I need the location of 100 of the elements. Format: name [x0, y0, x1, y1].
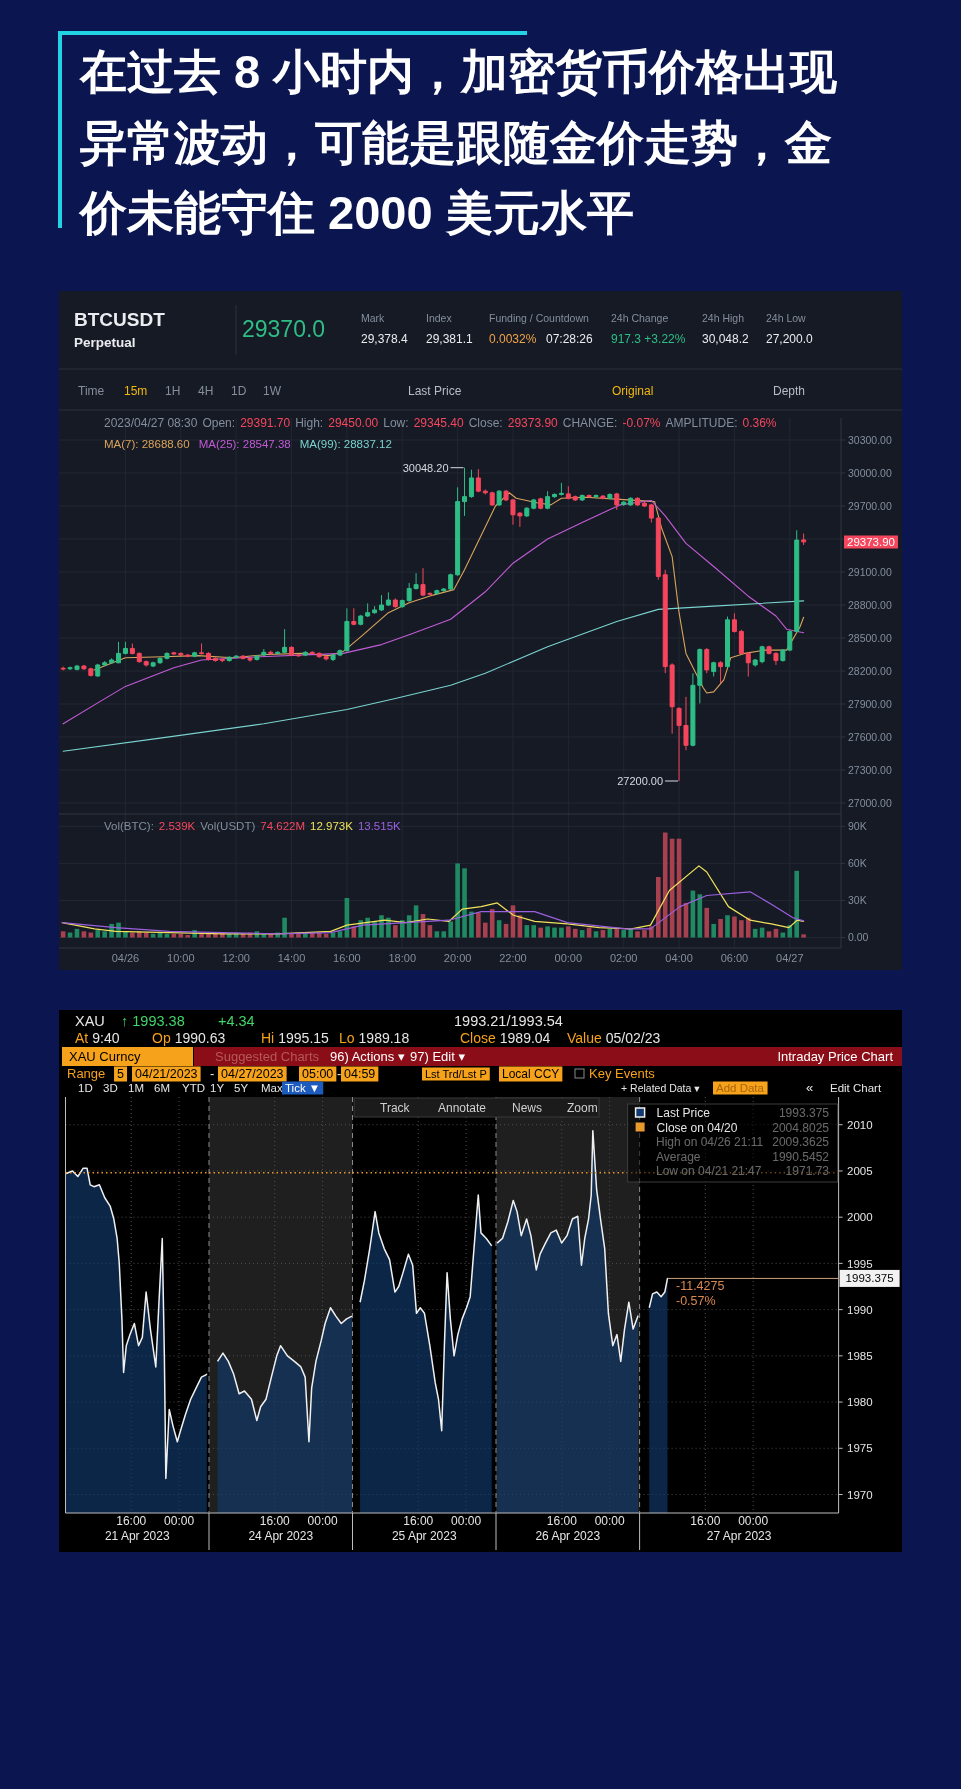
text: 15m: [124, 384, 148, 398]
text: 24h Change: [611, 312, 669, 324]
line-series: [62, 499, 805, 725]
bar: [794, 870, 800, 938]
x-tick-label: 04:00: [665, 952, 693, 964]
x-tick-label: 16:00: [546, 1514, 578, 1528]
bar: [462, 868, 467, 938]
x-tick-label: 16:00: [333, 952, 361, 964]
annotation: Low on 04/21 21:47: [656, 1164, 762, 1178]
bar: [268, 933, 274, 938]
bar: [725, 915, 730, 938]
bar: [240, 933, 246, 938]
text: 29,378.4: [361, 332, 409, 346]
y-tick-label: 28200.00: [848, 664, 892, 677]
x-tick-label: 16:00: [116, 1514, 147, 1528]
annotation: High:: [295, 416, 324, 430]
bar: [434, 931, 440, 938]
candlestick: [378, 594, 384, 612]
bar: [711, 923, 716, 938]
bar: [732, 916, 737, 938]
text: Index: [426, 312, 453, 324]
bar: [95, 930, 101, 938]
text: 29,381.1: [426, 332, 474, 346]
text: 29370.0: [242, 316, 326, 342]
annotation: 2023/04/27 08:30: [104, 416, 198, 430]
candlestick: [372, 605, 378, 615]
candlestick: [192, 651, 198, 658]
bar: [773, 928, 779, 938]
annotation: 29345.40: [413, 416, 464, 430]
y-tick-label: 30K: [848, 894, 867, 907]
text: Lst Trd/Lst P: [425, 1068, 487, 1080]
candlestick: [621, 500, 627, 507]
text: Key Events: [589, 1066, 656, 1081]
candlestick: [455, 486, 461, 577]
candlestick: [704, 647, 710, 674]
text: 1Y: [210, 1082, 225, 1094]
candlestick: [552, 492, 557, 499]
x-axis-title: 21 Apr 2023: [104, 1529, 170, 1543]
candlestick: [199, 643, 205, 655]
line-series: [62, 600, 805, 752]
annotation: News: [512, 1101, 543, 1115]
text: BTCUSDT: [74, 309, 166, 330]
text: 1993.21/1993.54: [454, 1013, 563, 1029]
annotation: 29450.00: [328, 416, 379, 430]
x-tick-label: 00:00: [554, 952, 583, 964]
legend-label: Close on 04/20: [656, 1120, 738, 1135]
text: + Related Data ▾: [621, 1082, 701, 1094]
x-tick-label: 02:00: [609, 952, 638, 964]
candlestick: [489, 491, 495, 507]
annotation: High on 04/26 21:11: [656, 1135, 764, 1149]
bar: [552, 927, 557, 938]
y-tick-label: 1975: [847, 1442, 873, 1455]
text: 04:59: [344, 1067, 376, 1081]
y-tick-label: 2000: [847, 1211, 873, 1224]
text: 5: [117, 1067, 125, 1081]
text: Last Price: [408, 384, 462, 398]
candlestick: [95, 663, 101, 678]
annotation: 1993.375: [778, 1106, 830, 1120]
text: 1M: [128, 1082, 144, 1094]
bar: [566, 926, 571, 938]
y-tick-label: 0.00: [848, 931, 869, 944]
x-tick-label: 04/27: [776, 952, 804, 964]
text: 5Y: [234, 1082, 249, 1094]
y-tick-label: 1970: [847, 1488, 873, 1501]
bar: [150, 933, 156, 938]
x-tick-label: 06:00: [720, 952, 749, 964]
bar: [745, 917, 751, 938]
candlestick: [558, 482, 564, 497]
bar: [496, 920, 502, 938]
candlestick: [226, 655, 232, 663]
bar: [656, 876, 661, 938]
bar: [482, 922, 488, 938]
bar: [337, 931, 343, 938]
bar: [60, 931, 66, 938]
candlestick: [261, 648, 267, 657]
annotation: 12.973K: [310, 820, 354, 832]
y-tick-label: 28500.00: [848, 631, 892, 644]
candlestick: [468, 469, 474, 499]
candlestick: [102, 660, 108, 667]
candlestick: [233, 654, 239, 659]
text: -: [210, 1066, 215, 1081]
bar: [323, 933, 329, 938]
bar: [766, 931, 772, 938]
bar: [489, 909, 495, 938]
x-axis-title: 25 Apr 2023: [391, 1529, 457, 1543]
line-series: [61, 891, 805, 935]
candlestick: [565, 485, 571, 500]
text: 1W: [263, 384, 282, 398]
bar: [171, 933, 177, 938]
bar: [74, 928, 80, 938]
annotation: Close:: [468, 416, 503, 430]
text: MA(7): 28688.60: [104, 438, 190, 450]
text: XAU Curncy: [69, 1049, 142, 1064]
bar: [130, 932, 135, 938]
text: Perpetual: [74, 335, 136, 350]
candlestick: [475, 468, 481, 493]
candlestick: [731, 612, 737, 633]
text: Time: [78, 384, 105, 398]
text: 4H: [198, 384, 214, 398]
text: Local CCY: [502, 1067, 560, 1081]
